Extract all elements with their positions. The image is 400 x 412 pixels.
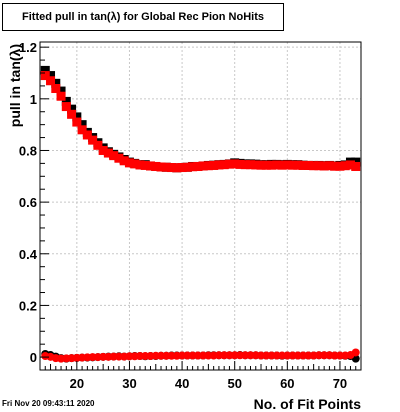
data-point [351,348,360,357]
data-point [119,156,129,166]
data-point [109,151,119,161]
data-point [235,159,245,169]
data-point [330,161,340,171]
data-point [256,160,266,170]
y-tick-label: 0 [30,350,37,365]
x-tick-label: 20 [70,376,84,391]
data-point [135,160,145,170]
data-point [46,71,56,81]
data-point [88,135,98,145]
data-point [282,160,292,170]
data-point [214,160,224,170]
y-tick-label: 1.2 [19,40,37,55]
data-point [303,160,313,170]
data-point [61,102,71,112]
data-point [351,161,361,171]
data-point [56,91,66,101]
data-point [61,96,71,106]
data-point [319,161,329,171]
data-point [198,161,208,171]
data-point [82,130,92,140]
data-point [67,104,77,114]
timestamp-label: Fri Nov 20 09:43:11 2020 [2,399,95,408]
data-point [67,109,77,119]
data-point [77,120,87,130]
data-point [167,163,177,173]
data-markers [40,65,361,363]
data-point [177,163,187,173]
data-point [230,159,240,169]
data-point [219,160,229,170]
chart-title: Fitted pull in tan(λ) for Global Rec Pio… [2,3,284,31]
data-point [224,159,234,169]
data-point [114,153,124,163]
data-point [46,76,56,86]
data-point [193,161,203,171]
data-point [77,125,87,135]
data-point [245,160,255,170]
data-point [203,161,213,171]
y-tick-label: 0.8 [19,143,37,158]
data-point [161,162,171,172]
data-point [293,160,303,170]
x-tick-label: 40 [175,376,189,391]
data-point [267,160,277,170]
grid [40,42,361,370]
data-point [72,117,82,127]
data-point [188,162,198,172]
data-point [182,162,192,172]
data-point [72,112,82,122]
data-point [240,160,250,170]
x-tick-label: 30 [122,376,136,391]
data-point [272,160,282,170]
data-point [261,160,271,170]
data-point [288,160,298,170]
data-point [56,86,66,96]
data-point [130,159,140,169]
data-point [172,163,182,173]
data-point [209,160,219,170]
plot-frame [39,41,362,371]
data-point [146,161,156,171]
x-axis-title: No. of Fit Points [254,396,362,412]
data-point [103,148,113,158]
x-tick-label: 70 [333,376,347,391]
data-point [140,160,150,170]
data-point [93,140,103,150]
data-point [340,161,350,171]
y-tick-label: 0.2 [19,298,37,313]
data-point [345,160,355,170]
data-point [314,161,324,171]
data-point [324,161,334,171]
data-point [51,83,61,93]
data-point [277,160,287,170]
data-point [298,160,308,170]
axes: 20 30 40 50 60 70 0 0.2 0.4 0.6 0.8 1 1.2 [19,40,362,391]
data-point [309,161,319,171]
y-tick-label: 0.6 [19,195,37,210]
x-tick-label: 50 [227,376,241,391]
data-point [124,158,134,168]
data-point [251,160,261,170]
data-point [51,78,61,88]
y-axis-title: pull in tan(λ) [7,44,23,127]
data-point [40,71,50,81]
data-point [151,161,161,171]
data-point [335,161,345,171]
data-point [156,162,166,172]
data-point [98,145,108,155]
y-tick-label: 0.4 [19,247,38,262]
y-tick-label: 1 [30,92,37,107]
x-tick-label: 60 [280,376,294,391]
data-point [40,65,50,75]
